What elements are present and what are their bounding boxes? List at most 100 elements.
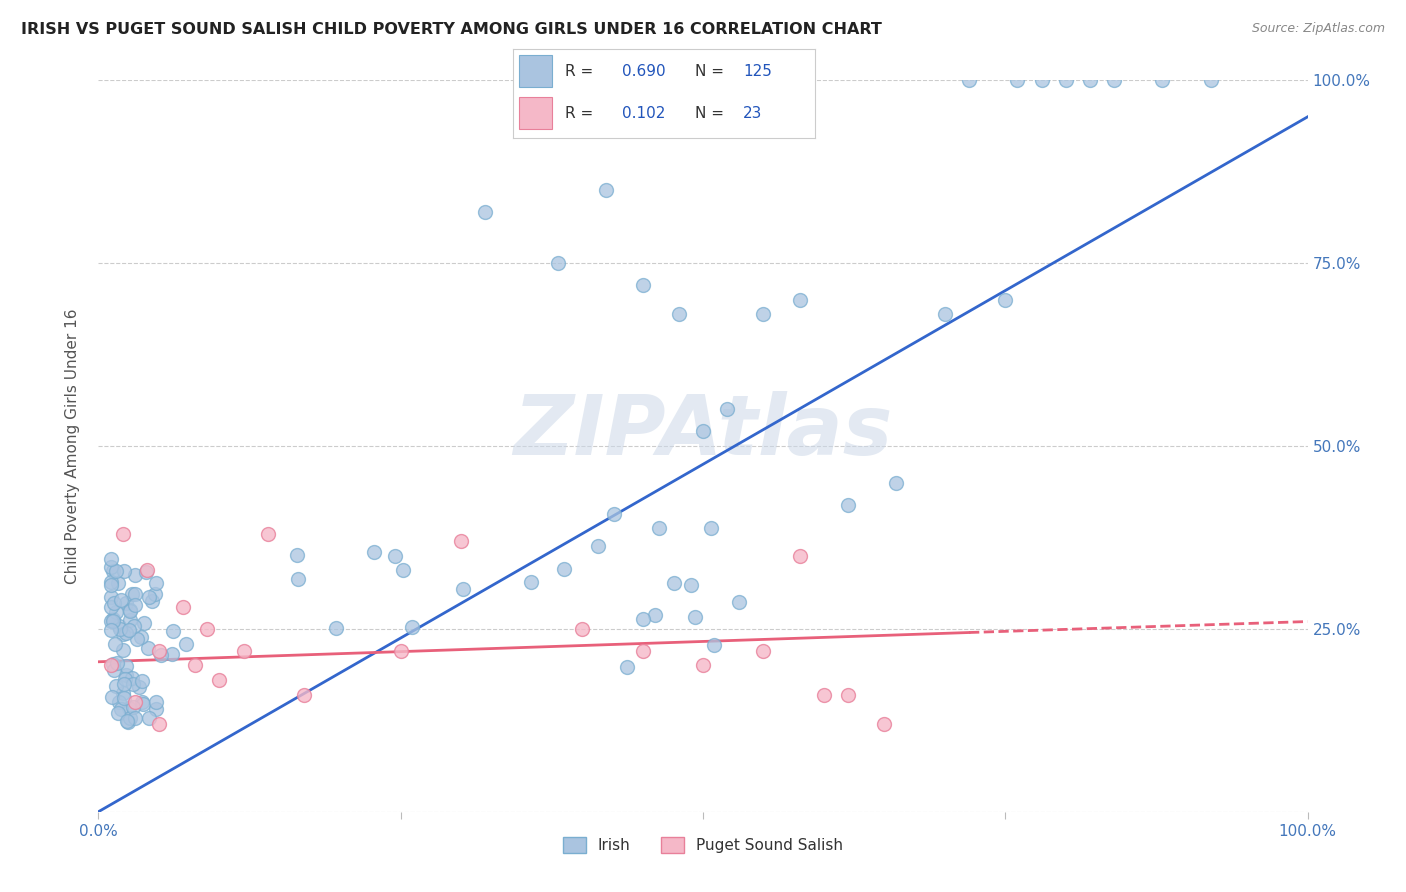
Point (232, 644, 254, 658)
Point (837, 498, 859, 512)
Point (174, 637, 197, 651)
Point (135, 565, 157, 579)
Point (124, 587, 146, 601)
Point (118, 700, 141, 714)
Legend: Irish, Puget Sound Salish: Irish, Puget Sound Salish (557, 830, 849, 859)
Point (172, 599, 194, 614)
Point (108, 695, 131, 709)
Point (100, 658, 122, 673)
Point (994, 293, 1017, 307)
Point (184, 658, 207, 673)
Point (122, 619, 145, 633)
Point (703, 638, 725, 652)
Point (292, 688, 315, 702)
Point (120, 614, 142, 628)
Point (131, 674, 153, 689)
Point (104, 564, 127, 578)
Point (1199, 73, 1222, 87)
Point (110, 593, 132, 607)
Point (120, 603, 142, 617)
Point (813, 688, 835, 702)
Point (873, 717, 896, 731)
Point (519, 574, 541, 589)
Point (100, 551, 122, 566)
Point (1054, 73, 1077, 87)
Point (571, 622, 593, 636)
Point (1152, 73, 1174, 87)
Point (700, 521, 723, 535)
Point (148, 644, 170, 658)
Point (1031, 73, 1053, 87)
Text: 0.690: 0.690 (621, 64, 665, 78)
Point (752, 307, 775, 321)
Point (115, 659, 138, 673)
Point (103, 614, 125, 628)
Point (195, 622, 218, 636)
Point (256, 526, 278, 541)
Point (450, 534, 472, 549)
Point (124, 598, 146, 612)
Point (121, 587, 143, 601)
Text: N =: N = (695, 64, 724, 78)
Point (145, 576, 167, 591)
Point (107, 575, 129, 590)
Point (124, 711, 146, 725)
Point (111, 642, 134, 657)
Point (631, 278, 654, 293)
Point (145, 695, 167, 709)
Point (287, 572, 309, 586)
Point (148, 717, 170, 731)
Point (100, 590, 122, 604)
Point (105, 679, 128, 693)
Point (1102, 73, 1125, 87)
Point (132, 615, 155, 630)
Text: IRISH VS PUGET SOUND SALISH CHILD POVERTY AMONG GIRLS UNDER 16 CORRELATION CHART: IRISH VS PUGET SOUND SALISH CHILD POVERT… (21, 22, 882, 37)
Point (716, 402, 738, 417)
Point (603, 508, 626, 522)
Point (118, 624, 141, 638)
Point (101, 690, 124, 704)
Point (647, 521, 669, 535)
Text: R =: R = (565, 64, 593, 78)
Point (129, 630, 152, 644)
Point (547, 256, 569, 270)
Point (683, 610, 706, 624)
Point (101, 657, 124, 671)
Point (121, 671, 143, 685)
Point (124, 567, 146, 582)
Point (789, 549, 811, 563)
Point (285, 549, 308, 563)
Point (118, 604, 141, 618)
Point (111, 627, 134, 641)
Point (115, 626, 138, 640)
Text: ZIPAtlas: ZIPAtlas (513, 391, 893, 472)
Point (363, 544, 385, 558)
Point (103, 663, 125, 677)
Point (122, 700, 145, 714)
Point (145, 702, 167, 716)
Point (135, 563, 157, 577)
Point (100, 614, 122, 628)
Point (100, 623, 122, 637)
Point (127, 632, 149, 646)
Point (143, 587, 166, 601)
Point (1078, 73, 1101, 87)
Point (114, 672, 136, 686)
Point (107, 706, 129, 720)
Point (141, 593, 163, 607)
Point (138, 590, 160, 604)
Point (131, 695, 153, 709)
Point (392, 563, 415, 577)
Point (104, 637, 127, 651)
Point (752, 644, 775, 658)
Point (681, 578, 703, 592)
Point (451, 582, 474, 596)
Point (384, 549, 406, 564)
Point (105, 606, 128, 620)
Point (886, 475, 908, 490)
Text: R =: R = (565, 106, 593, 120)
Point (401, 620, 423, 634)
Text: Source: ZipAtlas.com: Source: ZipAtlas.com (1251, 22, 1385, 36)
Point (115, 596, 138, 610)
Point (108, 622, 131, 636)
